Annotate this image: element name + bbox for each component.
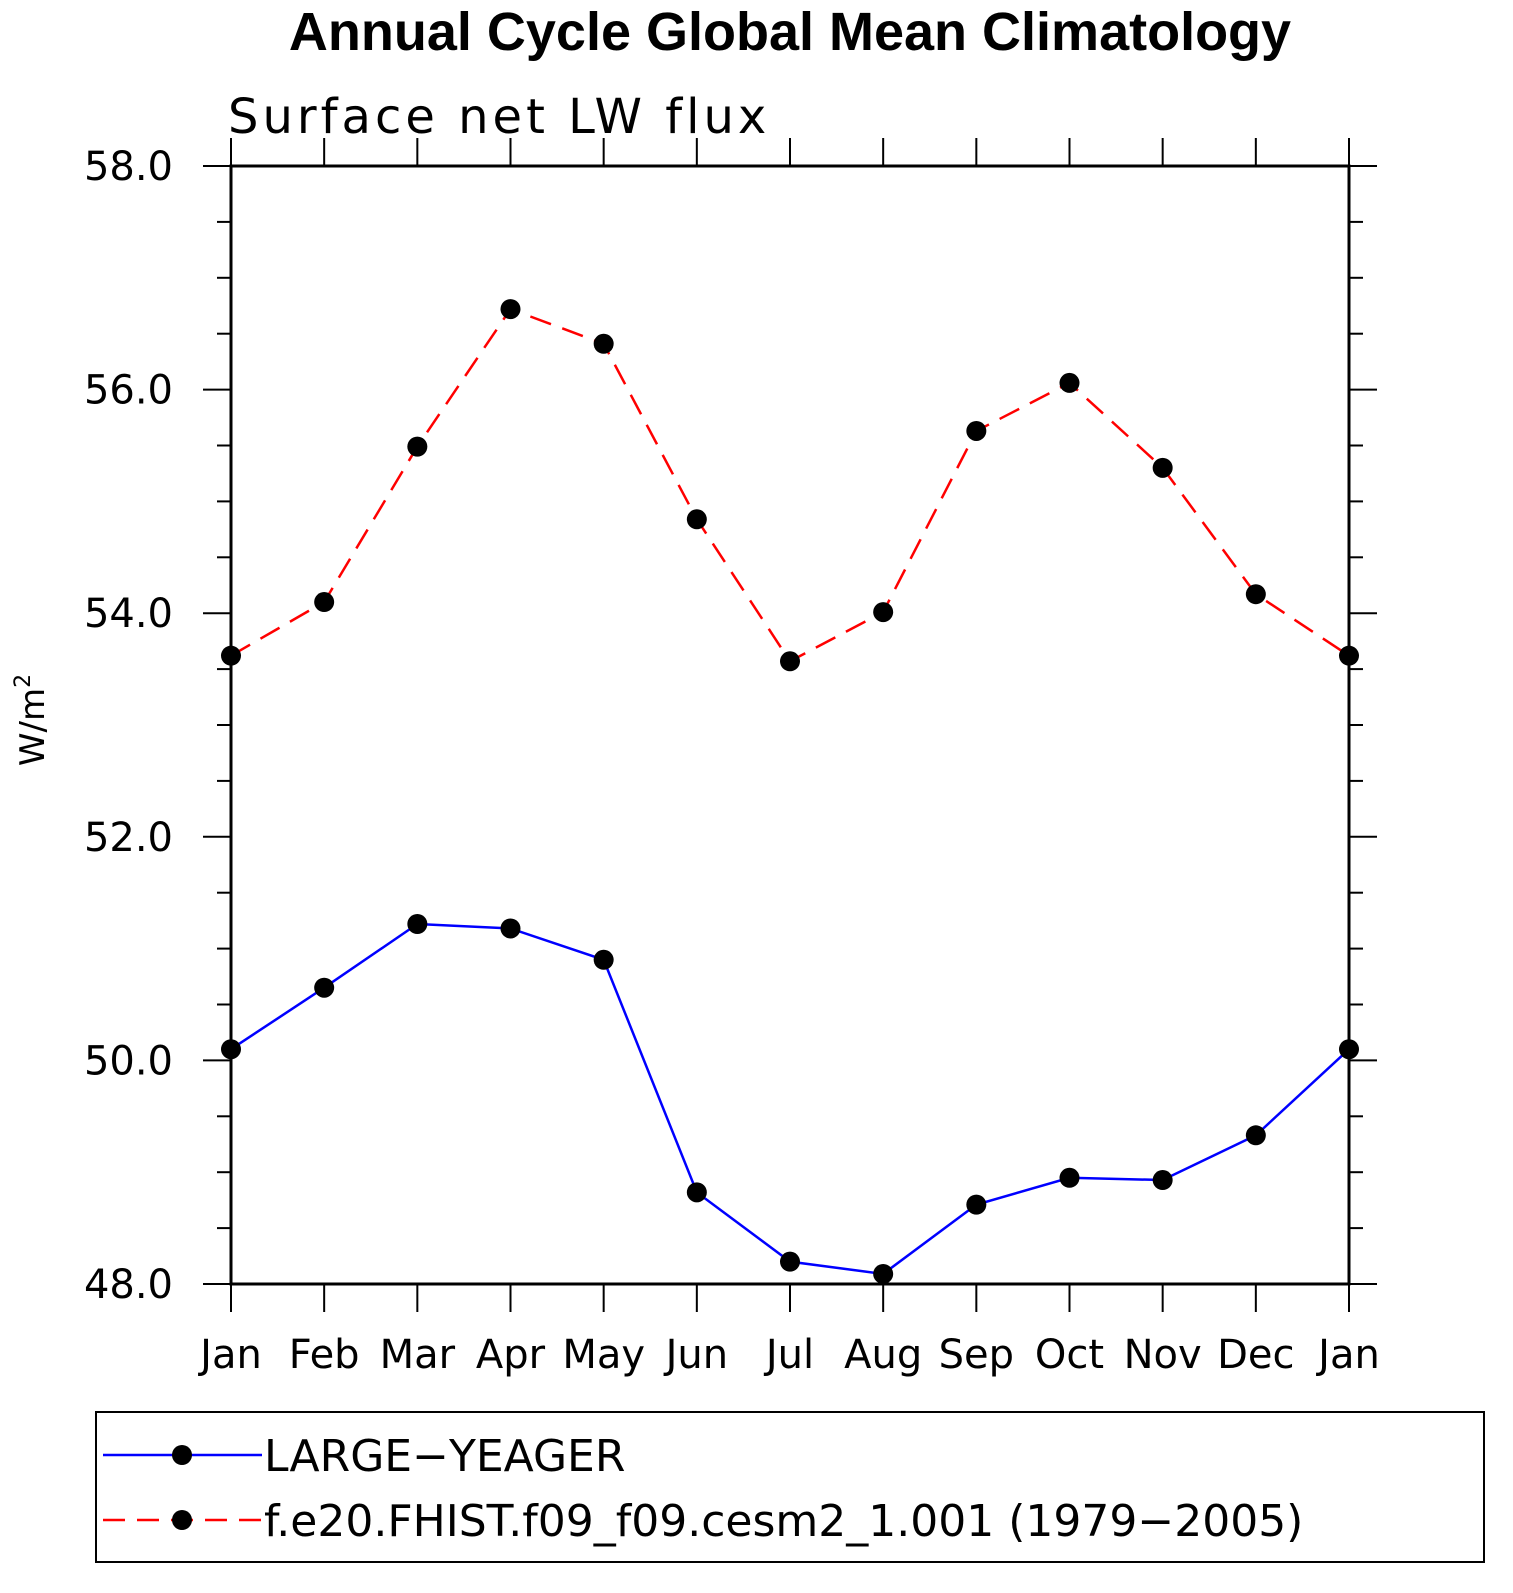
- chart-title: Annual Cycle Global Mean Climatology: [289, 2, 1291, 62]
- x-tick-label: Apr: [476, 1332, 546, 1378]
- series-0-point: [1245, 1125, 1266, 1146]
- series-0-point: [500, 918, 521, 939]
- y-tick-label: 56.0: [84, 368, 173, 414]
- series-1-point: [1059, 372, 1080, 393]
- series-line-0: [230, 922, 1350, 1276]
- y-tick-label: 52.0: [84, 815, 173, 861]
- legend-marker-0: [172, 1445, 192, 1465]
- chart-subtitle: Surface net LW flux: [228, 89, 770, 145]
- x-tick-label: Dec: [1217, 1332, 1294, 1378]
- plot-frame: [229, 164, 1351, 1286]
- series-0-point: [1339, 1039, 1359, 1060]
- series-0-point: [873, 1263, 894, 1284]
- series-1-point: [221, 645, 241, 666]
- series-0-point: [407, 914, 428, 935]
- y-axis-label-text: W/m: [13, 688, 53, 766]
- series-1-point: [1245, 584, 1266, 605]
- series-layer: [221, 299, 1359, 1284]
- series-0-point: [593, 949, 614, 970]
- x-tick-label: Sep: [939, 1332, 1014, 1378]
- x-tick-label: Mar: [380, 1332, 456, 1378]
- series-0-point: [1059, 1167, 1080, 1188]
- y-axis-label-superscript: 2: [11, 674, 36, 688]
- x-tick-label: Nov: [1124, 1332, 1202, 1378]
- series-0-point: [966, 1194, 987, 1215]
- series-line-1: [230, 307, 1350, 663]
- series-1-point: [314, 592, 335, 613]
- y-tick-label: 54.0: [84, 591, 173, 637]
- x-tick-label: Oct: [1035, 1332, 1104, 1378]
- x-tick-label: Jan: [197, 1332, 262, 1378]
- x-tick-label: Jan: [1315, 1332, 1380, 1378]
- legend-marker-1: [172, 1510, 192, 1530]
- y-axis-label: W/m2: [11, 674, 53, 766]
- series-1-point: [1152, 457, 1173, 478]
- y-tick-label: 58.0: [84, 144, 173, 190]
- series-0-point: [780, 1251, 800, 1272]
- x-tick-labels: Jan Feb Mar Apr May Jun Jul Aug Sep Oct Nov Dec Jan: [197, 1332, 1380, 1378]
- series-0-point: [314, 977, 335, 998]
- x-tick-label: May: [562, 1332, 645, 1378]
- legend-label-1: f.e20.FHIST.f09_f09.cesm2_1.001 (1979−20…: [264, 1496, 1303, 1547]
- x-tick-label: Jul: [763, 1332, 814, 1378]
- series-1-point: [873, 602, 894, 623]
- legend-box: [95, 1411, 1485, 1563]
- series-0-point: [686, 1182, 707, 1203]
- y-tick-labels: 48.0 50.0 52.0 54.0 56.0 58.0: [84, 144, 173, 1308]
- x-tick-label: Jun: [663, 1332, 729, 1378]
- x-tick-label: Feb: [289, 1332, 360, 1378]
- legend-label-0: LARGE−YEAGER: [264, 1431, 625, 1482]
- legend-items: LARGE−YEAGER f.e20.FHIST.f09_f09.cesm2_1.…: [103, 1431, 1303, 1547]
- x-tick-label: Aug: [844, 1332, 922, 1378]
- series-1-point: [1339, 645, 1359, 666]
- y-tick-label: 50.0: [84, 1038, 173, 1084]
- series-1-point: [407, 436, 428, 457]
- series-0-point: [1152, 1170, 1173, 1191]
- series-1-point: [780, 651, 800, 672]
- axis-ticks: [203, 138, 1377, 1312]
- series-1-point: [686, 509, 707, 530]
- svg-text:W/m2: W/m2: [11, 674, 53, 766]
- series-1-point: [593, 333, 614, 354]
- series-1-point: [500, 299, 521, 320]
- legend: LARGE−YEAGER f.e20.FHIST.f09_f09.cesm2_1.…: [95, 1411, 1485, 1563]
- series-1-point: [966, 420, 987, 441]
- y-tick-label: 48.0: [84, 1262, 173, 1308]
- series-0-point: [221, 1039, 241, 1060]
